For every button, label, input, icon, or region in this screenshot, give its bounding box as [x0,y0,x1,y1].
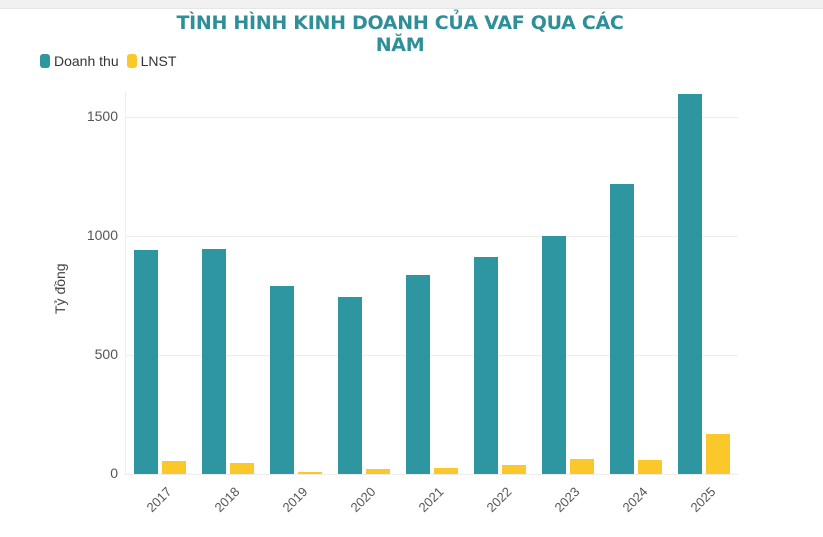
x-tick-label: 2023 [551,484,583,516]
legend-swatch-doanh-thu [40,54,50,68]
y-axis-line [125,92,126,474]
bar-lnst-2018[interactable]: 45 [230,463,254,474]
bar-lnst-2022[interactable]: 36 [502,465,526,474]
bar-lnst-2019[interactable]: 8 [298,472,322,474]
x-tick-label: 2021 [415,484,447,516]
x-tick-label: 2017 [143,484,175,516]
legend-item-lnst[interactable]: LNST [126,53,177,69]
x-tick-label: 2020 [347,484,379,516]
legend: Doanh thu LNST [40,53,184,69]
gridline [125,236,738,237]
y-tick-label: 1500 [86,108,118,124]
legend-label: LNST [140,53,177,69]
bar-doanh-thu-2021[interactable]: 836 [406,275,430,474]
bar-lnst-2023[interactable]: 63 [570,459,594,474]
x-tick-label: 2025 [687,484,719,516]
bar-lnst-2025[interactable]: 168 [706,434,730,474]
y-tick-label: 0 [110,465,118,481]
bar-lnst-2024[interactable]: 59 [638,459,662,474]
bar-doanh-thu-2019[interactable]: 790 [270,285,294,474]
bar-doanh-thu-2020[interactable]: 744 [338,296,362,474]
gridline [125,117,738,118]
bar-lnst-2021[interactable]: 25 [434,468,458,474]
bar-doanh-thu-2025[interactable]: 1597 [678,93,702,474]
top-strip [0,0,823,9]
x-tick-label: 2019 [279,484,311,516]
legend-item-doanh-thu[interactable]: Doanh thu [40,53,119,69]
gridline [125,355,738,356]
x-tick-label: 2022 [483,484,515,516]
bar-doanh-thu-2022[interactable]: 912 [474,256,498,474]
x-tick-label: 2018 [211,484,243,516]
y-tick-label: 500 [94,346,118,362]
bar-doanh-thu-2018[interactable]: 945 [202,249,226,474]
bar-lnst-2017[interactable]: 56 [162,460,186,474]
bar-doanh-thu-2023[interactable]: 1000 [542,236,566,474]
bar-lnst-2020[interactable]: 20 [366,469,390,474]
chart-title: TÌNH HÌNH KINH DOANH CỦA VAF QUA CÁC NĂM [176,12,624,56]
y-tick-label: 1000 [86,227,118,243]
bar-doanh-thu-2024[interactable]: 1218 [610,184,634,474]
bar-doanh-thu-2017[interactable]: 941 [134,250,158,474]
legend-label: Doanh thu [54,53,119,69]
x-tick-label: 2024 [619,484,651,516]
legend-swatch-lnst [126,54,137,68]
gridline [125,474,738,475]
